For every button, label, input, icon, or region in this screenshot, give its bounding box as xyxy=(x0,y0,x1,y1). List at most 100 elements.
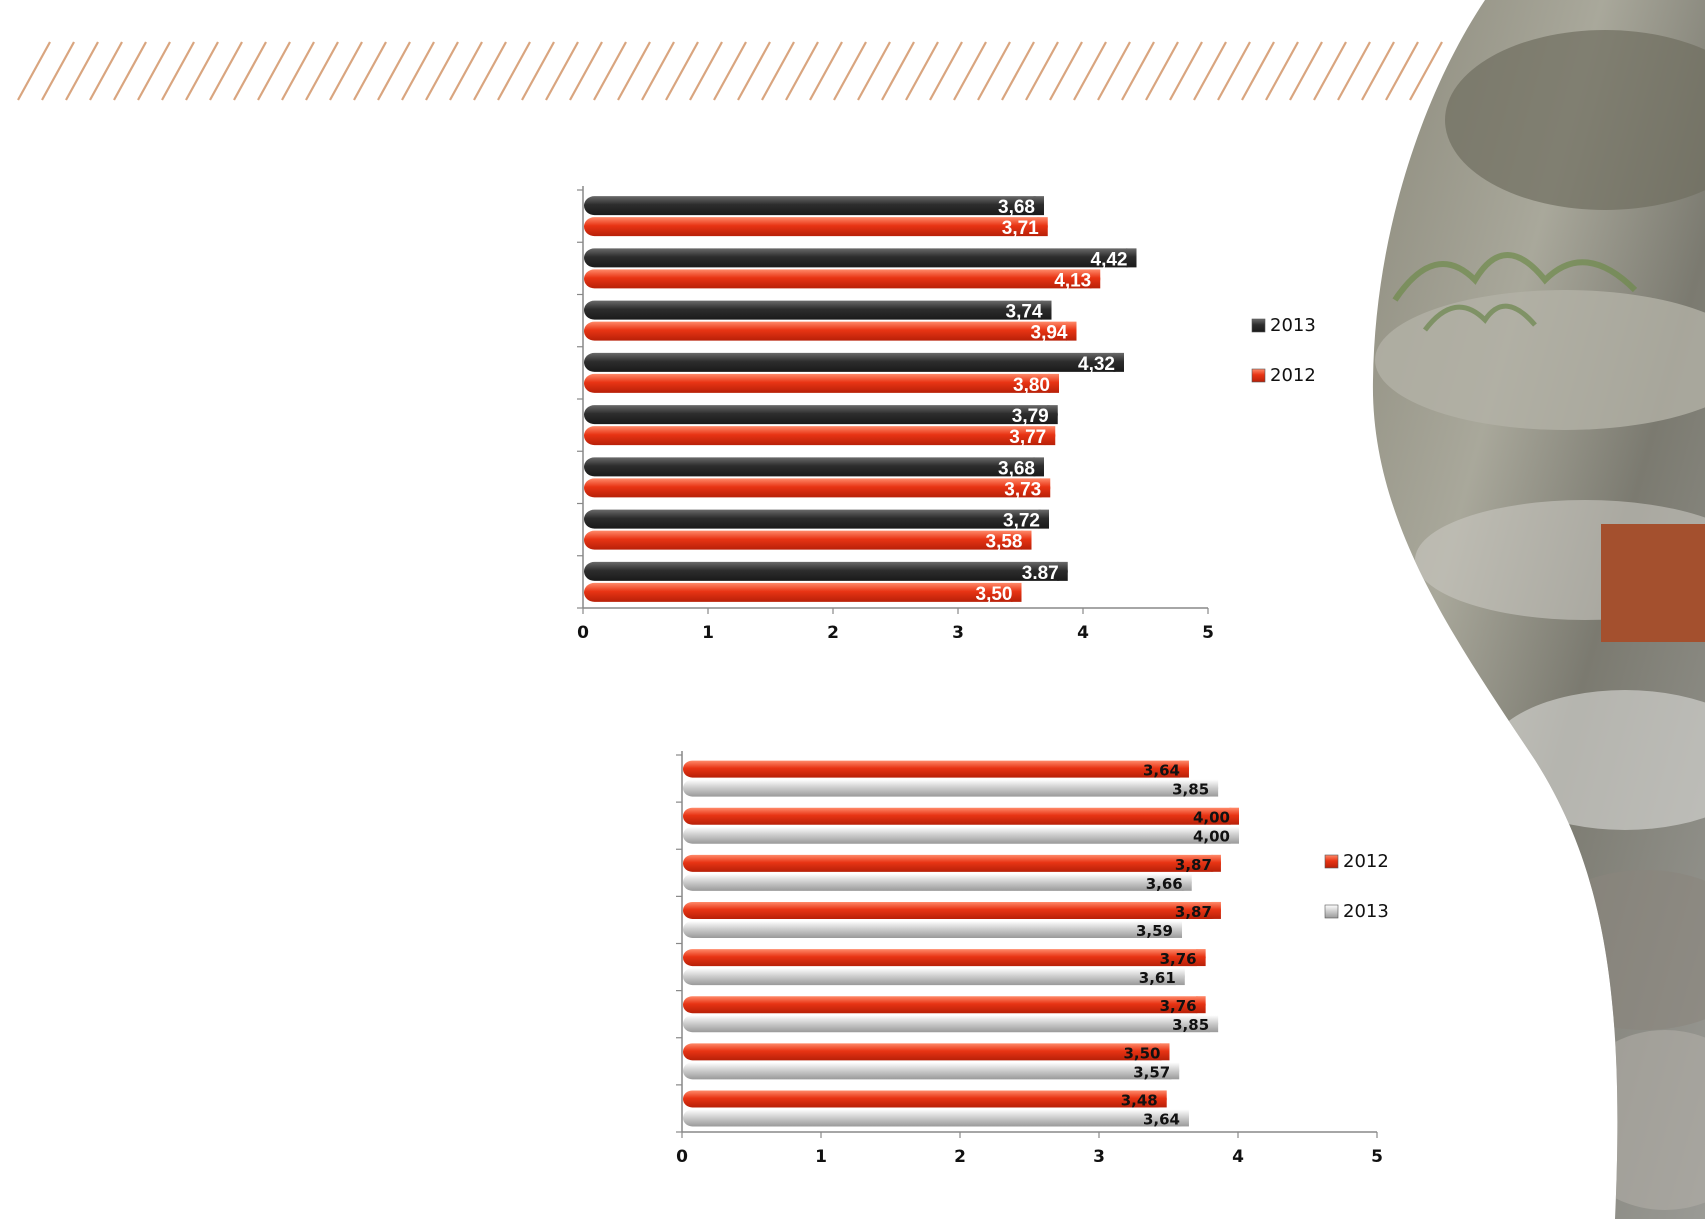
data-label: 3,76 xyxy=(1160,950,1197,968)
bar-end-2013 xyxy=(1038,509,1049,529)
stripe-line xyxy=(209,41,243,101)
bar-end-2012 xyxy=(1037,217,1048,237)
legend-label: 2012 xyxy=(1343,851,1389,872)
data-label: 3,85 xyxy=(1172,1016,1209,1034)
bar-end-2012 xyxy=(1011,582,1022,602)
bar-2013 xyxy=(683,1109,1189,1127)
bar-2013 xyxy=(584,457,1044,477)
stripe-line xyxy=(1193,41,1227,101)
data-label: 3,80 xyxy=(1013,375,1050,396)
bar-2013 xyxy=(683,1015,1219,1033)
stripe-line xyxy=(641,41,675,101)
stripe-line xyxy=(161,41,195,101)
bar-end-2012 xyxy=(1089,269,1101,289)
bar-2013 xyxy=(584,561,1068,581)
stripe-line xyxy=(665,41,699,101)
bar-2012 xyxy=(584,321,1077,341)
stripe-line xyxy=(137,41,171,101)
bar-2013 xyxy=(683,826,1239,844)
legend-swatch xyxy=(1324,854,1339,869)
bar-2013 xyxy=(584,405,1058,425)
bar-end-2012 xyxy=(1160,1043,1170,1061)
bar-2012 xyxy=(683,949,1206,967)
stripe-line xyxy=(1073,41,1107,101)
chart-2: 0 1 2 3 4 53,643,854,004,003,873,663,873,593,… xyxy=(676,751,1389,1167)
legend-swatch xyxy=(1251,318,1266,333)
stripe-line xyxy=(905,41,939,101)
data-label: 3,85 xyxy=(1172,781,1209,799)
stripe-line xyxy=(617,41,651,101)
stripe-line xyxy=(329,41,363,101)
stripe-line xyxy=(353,41,387,101)
stripe-line xyxy=(857,41,891,101)
data-label: 4,00 xyxy=(1193,828,1230,846)
stripe-line xyxy=(65,41,99,101)
legend-swatch xyxy=(1251,368,1266,383)
bar-end-2013 xyxy=(1179,1109,1189,1127)
stripe-line xyxy=(545,41,579,101)
stripe-line xyxy=(977,41,1011,101)
bar-2013 xyxy=(683,920,1183,938)
bar-end-2013 xyxy=(1126,248,1137,268)
data-label: 3.87 xyxy=(1022,563,1059,584)
bar-end-2013 xyxy=(1033,196,1044,216)
bar-2012 xyxy=(584,530,1032,550)
stripe-line xyxy=(569,41,603,101)
stripe-line xyxy=(1025,41,1059,101)
data-label: 3,68 xyxy=(998,197,1035,218)
bar-2013 xyxy=(584,248,1137,268)
data-label: 3,94 xyxy=(1031,323,1068,344)
bar-2012 xyxy=(584,426,1056,446)
bar-end-2013 xyxy=(1057,561,1068,581)
stripe-line xyxy=(425,41,459,101)
legend-label: 2013 xyxy=(1270,315,1316,336)
bar-2012 xyxy=(683,1090,1167,1108)
data-label: 3,87 xyxy=(1175,856,1212,874)
stripe-line xyxy=(89,41,123,101)
bar-end-2013 xyxy=(1113,352,1124,372)
chart-1: 0 1 2 3 4 53,683,714,424,133,743,944,323,803,… xyxy=(577,186,1316,643)
bar-end-2012 xyxy=(1048,373,1059,393)
data-label: 3,57 xyxy=(1133,1063,1170,1081)
stripe-line xyxy=(401,41,435,101)
bar-end-2013 xyxy=(1047,405,1058,425)
bar-end-2013 xyxy=(1169,1062,1180,1080)
data-label: 4,32 xyxy=(1078,354,1115,375)
bar-2012 xyxy=(584,478,1051,498)
bar-2012 xyxy=(584,582,1022,602)
stripe-line xyxy=(1265,41,1299,101)
data-label: 3,79 xyxy=(1012,406,1049,427)
stripe-line xyxy=(17,41,51,101)
stripe-line xyxy=(593,41,627,101)
stripe-line xyxy=(1313,41,1347,101)
data-label: 3,64 xyxy=(1143,762,1180,780)
stripe-line xyxy=(521,41,555,101)
bar-end-2013 xyxy=(1172,920,1183,938)
stripe-line xyxy=(1145,41,1179,101)
stripe-line xyxy=(1241,41,1275,101)
bar-end-2012 xyxy=(1211,901,1221,919)
legend-label: 2013 xyxy=(1343,901,1389,922)
data-label: 3,87 xyxy=(1175,903,1212,921)
stripe-line xyxy=(1289,41,1323,101)
x-tick-label: 0 xyxy=(676,1147,688,1167)
decorative-photo-panel xyxy=(1372,0,1705,1219)
stripe-line xyxy=(257,41,291,101)
stripe-line xyxy=(809,41,843,101)
bar-2012 xyxy=(683,1043,1170,1061)
data-label: 3,59 xyxy=(1136,922,1173,940)
bar-end-2012 xyxy=(1066,321,1077,341)
stripe-line xyxy=(113,41,147,101)
bar-end-2012 xyxy=(1196,949,1206,967)
bar-2012 xyxy=(683,901,1221,919)
stripe-line xyxy=(1409,41,1443,101)
data-label: 3,71 xyxy=(1002,218,1039,239)
bar-end-2012 xyxy=(1157,1090,1167,1108)
bar-end-2012 xyxy=(1039,478,1051,498)
x-tick-label: 1 xyxy=(815,1147,827,1167)
data-label: 3,61 xyxy=(1139,969,1176,987)
x-tick-label: 2 xyxy=(827,623,839,643)
stripe-line xyxy=(377,41,411,101)
data-label: 3,77 xyxy=(1009,427,1046,448)
bar-end-2013 xyxy=(1208,779,1219,797)
